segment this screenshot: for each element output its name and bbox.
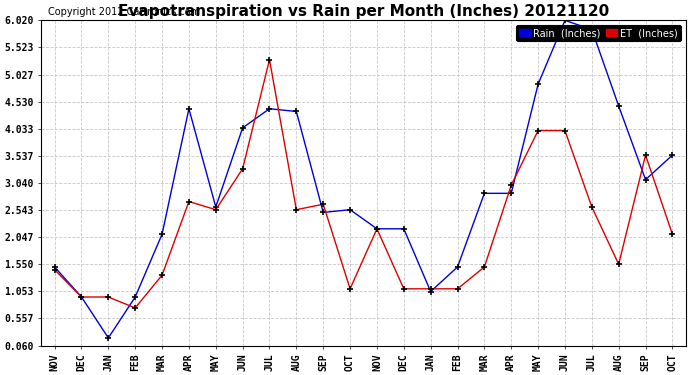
Title: Evapotranspiration vs Rain per Month (Inches) 20121120: Evapotranspiration vs Rain per Month (In… <box>118 4 609 19</box>
Legend: Rain  (Inches), ET  (Inches): Rain (Inches), ET (Inches) <box>516 25 681 41</box>
Text: Copyright 2012 Cartronics.com: Copyright 2012 Cartronics.com <box>48 7 199 17</box>
